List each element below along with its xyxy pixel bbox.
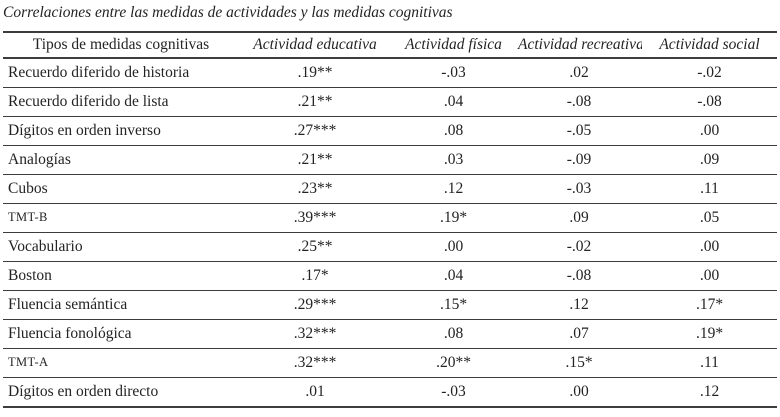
row-label: TMT-B	[3, 203, 239, 233]
cell-value: .17*	[642, 290, 777, 320]
cell-value: .04	[391, 87, 516, 117]
cell-value: .11	[642, 174, 777, 204]
cell-value: -.03	[391, 58, 516, 88]
cell-value: .08	[391, 116, 516, 146]
cell-value: .12	[516, 290, 642, 320]
row-label: Fluencia fonológica	[3, 319, 239, 349]
cell-value: .05	[642, 203, 777, 233]
table-row: TMT-B .39*** .19* .09 .05	[3, 203, 777, 233]
cell-value: .04	[391, 261, 516, 291]
cell-value: .00	[642, 116, 777, 146]
table-row: Boston .17* .04 -.08 .00	[3, 261, 777, 291]
column-header-tipos: Tipos de medidas cognitivas	[3, 31, 239, 59]
row-label: Dígitos en orden inverso	[3, 116, 239, 146]
cell-value: -.02	[642, 58, 777, 88]
table-row: Fluencia fonológica .32*** .08 .07 .19*	[3, 319, 777, 349]
table-row: Dígitos en orden directo .01 -.03 .00 .1…	[3, 377, 777, 408]
cell-value: .08	[391, 319, 516, 349]
row-label: Cubos	[3, 174, 239, 204]
cell-value: .15*	[516, 348, 642, 378]
cell-value: .21**	[239, 87, 391, 117]
table-title: Correlaciones entre las medidas de activ…	[3, 4, 453, 21]
row-label: Vocabulario	[3, 232, 239, 262]
cell-value: .07	[516, 319, 642, 349]
table-row: Recuerdo diferido de historia .19** -.03…	[3, 58, 777, 88]
table-row: Recuerdo diferido de lista .21** .04 -.0…	[3, 87, 777, 117]
cell-value: .03	[391, 145, 516, 175]
cell-value: .00	[642, 261, 777, 291]
cell-value: .19*	[391, 203, 516, 233]
cell-value: .39***	[239, 203, 391, 233]
column-header-actividad-social: Actividad social	[642, 31, 777, 59]
row-label: Fluencia semántica	[3, 290, 239, 320]
cell-value: .23**	[239, 174, 391, 204]
cell-value: .29***	[239, 290, 391, 320]
cell-value: -.02	[516, 232, 642, 262]
cell-value: .01	[239, 377, 391, 408]
cell-value: -.03	[516, 174, 642, 204]
column-header-actividad-educativa: Actividad educativa	[239, 31, 391, 59]
table-row: Dígitos en orden inverso .27*** .08 -.05…	[3, 116, 777, 146]
row-label: Analogías	[3, 145, 239, 175]
cell-value: .11	[642, 348, 777, 378]
cell-value: -.09	[516, 145, 642, 175]
row-label: Boston	[3, 261, 239, 291]
row-label: Recuerdo diferido de lista	[3, 87, 239, 117]
cell-value: .00	[391, 232, 516, 262]
cell-value: .21**	[239, 145, 391, 175]
column-header-actividad-fisica: Actividad física	[391, 31, 516, 59]
cell-value: .00	[516, 377, 642, 408]
table-row: Vocabulario .25** .00 -.02 .00	[3, 232, 777, 262]
correlations-table: Tipos de medidas cognitivas Actividad ed…	[3, 31, 777, 408]
cell-value: .25**	[239, 232, 391, 262]
row-label: Dígitos en orden directo	[3, 377, 239, 408]
cell-value: -.08	[516, 87, 642, 117]
cell-value: .15*	[391, 290, 516, 320]
cell-value: .19*	[642, 319, 777, 349]
cell-value: .12	[642, 377, 777, 408]
cell-value: .20**	[391, 348, 516, 378]
table-header-row: Tipos de medidas cognitivas Actividad ed…	[3, 31, 777, 59]
row-label: TMT-A	[3, 348, 239, 378]
cell-value: -.08	[642, 87, 777, 117]
row-label: Recuerdo diferido de historia	[3, 58, 239, 88]
cell-value: .02	[516, 58, 642, 88]
cell-value: .19**	[239, 58, 391, 88]
cell-value: .00	[642, 232, 777, 262]
table-row: TMT-A .32*** .20** .15* .11	[3, 348, 777, 378]
cell-value: -.03	[391, 377, 516, 408]
table-row: Analogías .21** .03 -.09 .09	[3, 145, 777, 175]
column-header-actividad-recreativa: Actividad recreativa	[516, 31, 642, 59]
cell-value: .32***	[239, 319, 391, 349]
table-row: Fluencia semántica .29*** .15* .12 .17*	[3, 290, 777, 320]
cell-value: .09	[516, 203, 642, 233]
cell-value: .32***	[239, 348, 391, 378]
cell-value: .12	[391, 174, 516, 204]
cell-value: .27***	[239, 116, 391, 146]
table-row: Cubos .23** .12 -.03 .11	[3, 174, 777, 204]
cell-value: -.08	[516, 261, 642, 291]
cell-value: .09	[642, 145, 777, 175]
cell-value: -.05	[516, 116, 642, 146]
cell-value: .17*	[239, 261, 391, 291]
